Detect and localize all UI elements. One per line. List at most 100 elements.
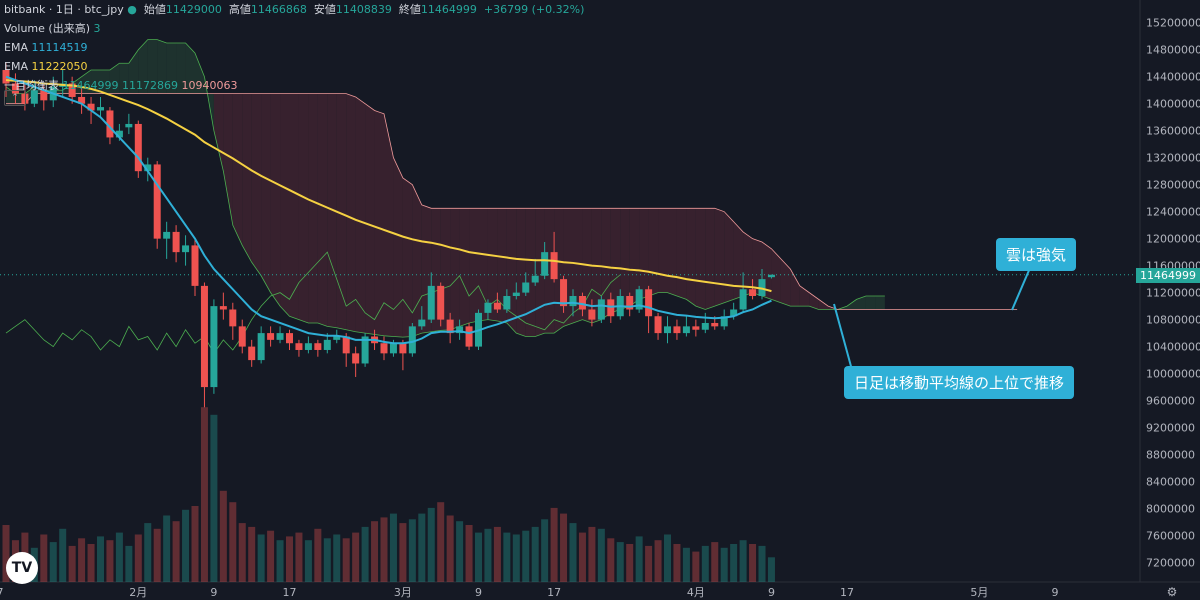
volume-bar (522, 530, 530, 582)
candle-body (333, 336, 341, 340)
volume-bar (399, 523, 407, 582)
ichimoku-cloud-segment (109, 63, 120, 94)
candle-body (238, 326, 246, 347)
ichimoku-cloud-segment (317, 93, 328, 327)
volume-bar (333, 534, 341, 582)
candle-body (219, 306, 227, 310)
candle-body (125, 123, 133, 128)
volume-label: Volume (出来高) (4, 22, 90, 35)
ichimoku-cloud-segment (639, 208, 649, 300)
ichimoku-cloud-segment (289, 93, 299, 320)
candle-body (399, 343, 407, 354)
ichimoku-cloud-segment (743, 231, 753, 296)
volume-bar (730, 544, 738, 582)
tradingview-logo-icon[interactable]: TV (6, 552, 38, 584)
x-tick-label: 17 (0, 586, 4, 599)
volume-bar (720, 547, 728, 582)
volume-bar (503, 532, 511, 582)
ichimoku-cloud-segment (308, 93, 318, 323)
y-tick-label: 8800000 (1146, 449, 1195, 462)
y-tick-label: 14000000 (1146, 98, 1200, 111)
volume-bar (701, 545, 709, 582)
volume-bar (248, 526, 256, 582)
ichimoku-cloud-segment (875, 296, 885, 310)
candle-body (418, 319, 426, 327)
y-tick-label: 12000000 (1146, 233, 1200, 246)
ichimoku-cloud-segment (610, 208, 621, 313)
ichimoku-v2: 11172869 (122, 79, 178, 92)
volume-bar (257, 534, 265, 582)
candle-body (191, 245, 199, 286)
y-tick-label: 9200000 (1146, 422, 1195, 435)
volume-bar (635, 536, 643, 582)
candle-body (134, 123, 142, 172)
collapse-legend-button[interactable]: ⌃ (4, 90, 26, 106)
x-tick-label: 2月 (129, 586, 147, 599)
volume-row[interactable]: Volume (出来高) 3 (4, 19, 584, 38)
ichimoku-cloud-segment (213, 93, 224, 172)
ichimoku-cloud-segment (223, 93, 233, 226)
volume-bar (767, 557, 775, 582)
ichimoku-cloud-segment (251, 93, 262, 276)
header-row: bitbank · 1日 · btc_jpy ● 始値11429000 高値11… (4, 3, 585, 16)
volume-bar (645, 545, 653, 582)
ichimoku-cloud-segment (176, 42, 186, 94)
ichimoku-cloud-segment (469, 208, 479, 323)
volume-bar (134, 534, 142, 582)
ichimoku-cloud-segment (573, 208, 583, 323)
candle-body (427, 285, 435, 320)
x-tick-label: 17 (283, 586, 297, 599)
x-tick-label: 17 (547, 586, 561, 599)
candle-body (541, 252, 549, 276)
candle-body (248, 346, 256, 361)
volume-bar (550, 507, 558, 582)
candle-body (21, 93, 29, 104)
candle-body (512, 292, 520, 296)
candle-body (645, 289, 653, 317)
x-tick-label: 9 (475, 586, 482, 599)
legend: bitbank · 1日 · btc_jpy ● 始値11429000 高値11… (4, 0, 584, 95)
symbol-label[interactable]: bitbank · 1日 · btc_jpy (4, 3, 124, 16)
volume-bar (616, 542, 624, 582)
volume-bar (78, 538, 86, 582)
volume-value: 3 (93, 22, 101, 35)
candle-body (493, 302, 501, 310)
volume-bar (692, 551, 700, 582)
ema2-row[interactable]: EMA 11222050 (4, 57, 584, 76)
ichimoku-cloud-segment (185, 42, 195, 94)
ichimoku-cloud-segment (450, 208, 460, 330)
senkou-span-a-line (5, 39, 885, 338)
ema1-row[interactable]: EMA 11114519 (4, 38, 584, 57)
volume-bar (49, 542, 57, 582)
candle-body (342, 336, 350, 354)
candle-body (569, 296, 577, 307)
callout-candles-pointer (833, 303, 853, 371)
candle-body (531, 275, 539, 283)
y-tick-label: 12400000 (1146, 206, 1200, 219)
candle-body (115, 130, 123, 138)
volume-bar (512, 534, 520, 582)
ichimoku-cloud-segment (780, 258, 791, 307)
ichimoku-cloud-segment (402, 177, 413, 338)
candle-body (11, 83, 19, 94)
candle-body (456, 326, 464, 334)
ichimoku-cloud-segment (525, 208, 536, 337)
volume-bar (531, 526, 539, 582)
volume-bar (295, 532, 303, 582)
candle-body (522, 282, 530, 293)
volume-bar (711, 542, 719, 582)
ichimoku-cloud-segment (355, 96, 366, 334)
ichimoku-row[interactable]: 一目均衡表 11464999 11172869 10940063 (4, 76, 584, 95)
ichimoku-cloud-segment (771, 248, 781, 303)
candle-body (380, 343, 388, 354)
ichimoku-cloud-segment (487, 208, 498, 321)
ichimoku-cloud-segment (195, 53, 205, 94)
ichimoku-cloud-segment (128, 49, 139, 94)
x-tick-label: 9 (210, 586, 217, 599)
candle-body (144, 164, 152, 172)
volume-bar (115, 532, 123, 582)
candle-body (182, 245, 190, 253)
y-tick-label: 11200000 (1146, 287, 1200, 300)
candle-body (446, 319, 454, 334)
